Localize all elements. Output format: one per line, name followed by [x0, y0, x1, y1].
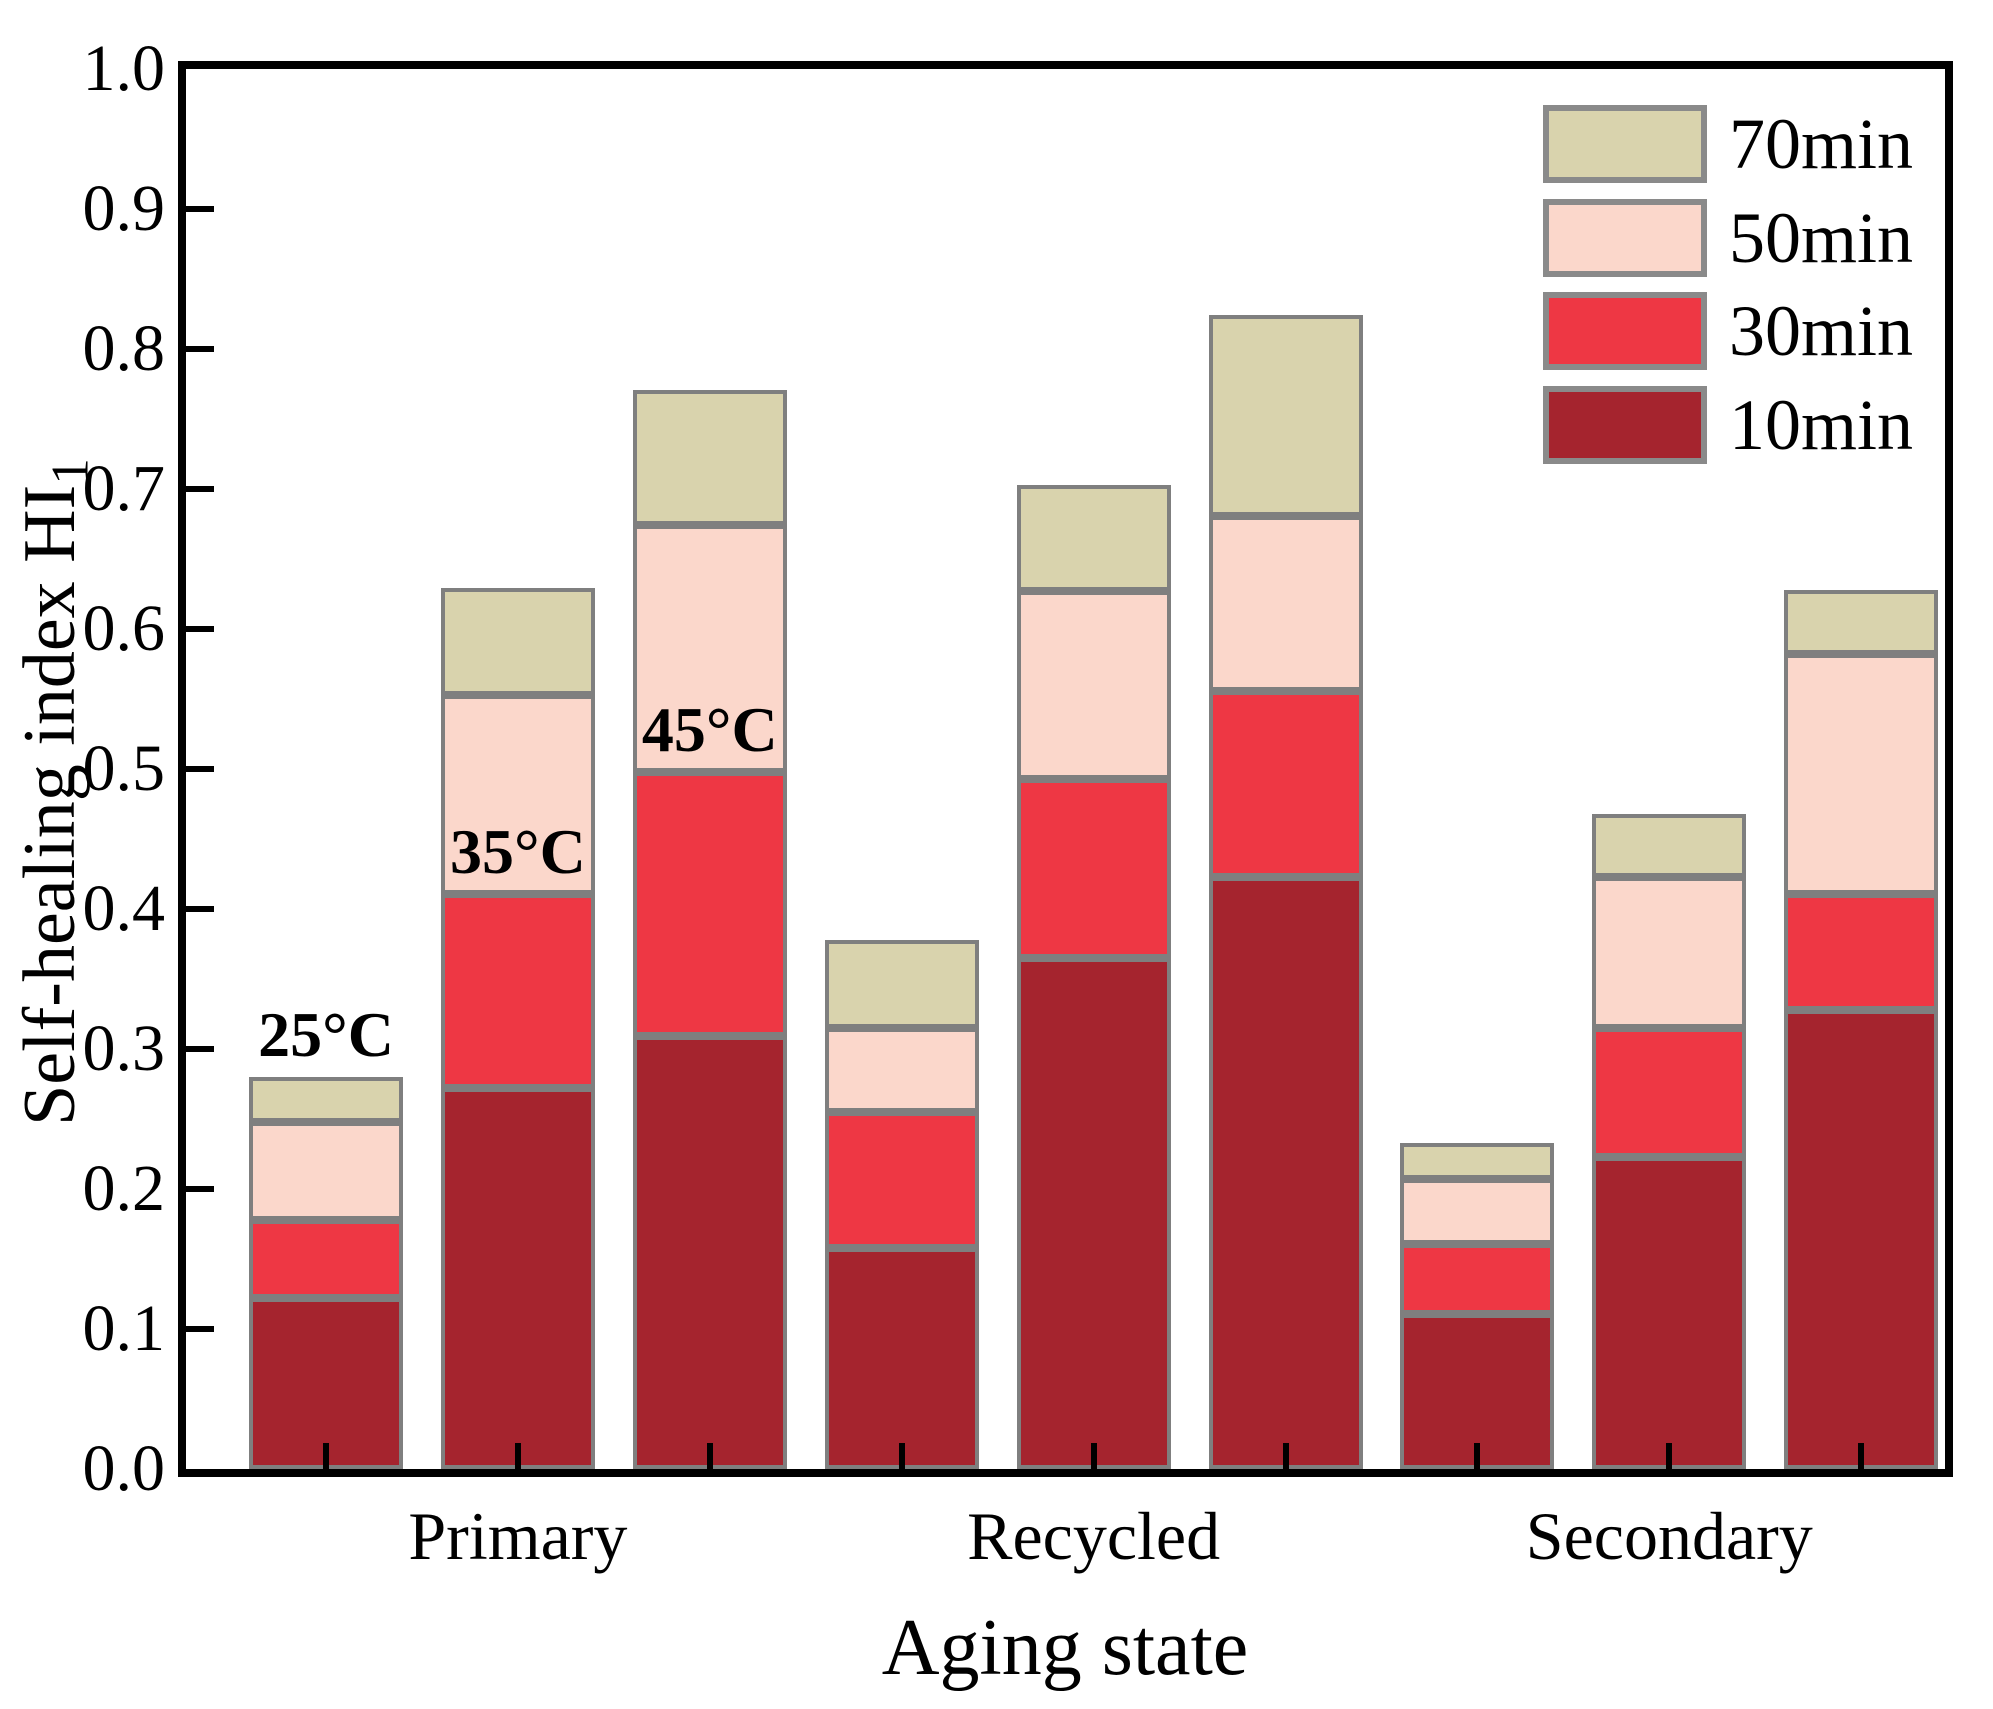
bar-segment-10min [1592, 1156, 1747, 1469]
y-tick-label: 0.5 [82, 732, 166, 805]
bar-segment-50min [1016, 591, 1171, 779]
y-tick-label: 0.9 [82, 172, 166, 245]
bar-segment-70min [1400, 1142, 1555, 1180]
legend-label: 50min [1729, 197, 1914, 278]
y-tick-mark [186, 1326, 214, 1332]
bar-segment-50min [1784, 654, 1939, 894]
bar-segment-50min [1400, 1179, 1555, 1244]
legend-row: 50min [1543, 197, 1943, 278]
y-tick-mark [186, 486, 214, 492]
bar-segment-30min [1784, 893, 1939, 1010]
bar-segment-70min [632, 389, 787, 526]
bar-segment-70min [1592, 813, 1747, 877]
legend-swatch-70min [1543, 105, 1707, 183]
y-tick-mark [186, 906, 214, 912]
temperature-annotation: 45°C [641, 693, 778, 765]
bar-segment-50min [249, 1121, 403, 1220]
y-tick-mark [186, 1186, 214, 1192]
legend-label: 70min [1729, 104, 1914, 184]
bar-segment-10min [632, 1036, 787, 1469]
x-tick-mark [323, 1443, 329, 1469]
legend-row: 30min [1543, 292, 1943, 370]
legend-label: 30min [1729, 291, 1914, 371]
y-tick-label: 0.4 [82, 872, 166, 945]
legend-swatch-10min [1543, 385, 1707, 464]
y-tick-label: 0.1 [82, 1292, 166, 1365]
x-group-label: Primary [408, 1498, 628, 1574]
bar-segment-50min [1592, 876, 1747, 1028]
y-axis-title-subscript: 1 [40, 458, 100, 485]
y-tick-label: 1.0 [82, 32, 166, 105]
bar-segment-30min [1208, 690, 1363, 877]
bar-segment-70min [1208, 315, 1363, 516]
legend-row: 70min [1543, 105, 1943, 183]
bar-segment-30min [249, 1219, 403, 1299]
y-tick-mark [186, 346, 214, 352]
y-tick-label: 0.8 [82, 312, 166, 385]
y-axis-title: Self-healing index HI1 [9, 458, 100, 1126]
legend-label: 10min [1729, 384, 1914, 465]
x-tick-mark [898, 1443, 905, 1469]
bar-segment-50min [1208, 515, 1363, 691]
y-tick-mark [186, 766, 214, 772]
x-tick-mark [1858, 1443, 1865, 1469]
x-tick-mark [1666, 1443, 1673, 1469]
y-tick-label: 0.6 [82, 592, 166, 665]
bar-segment-30min [1400, 1243, 1555, 1314]
bar-segment-10min [440, 1088, 595, 1469]
y-axis-title-main: Self-healing index HI [9, 484, 92, 1126]
x-tick-mark [706, 1443, 713, 1469]
legend-swatch-30min [1543, 292, 1707, 370]
bar-segment-10min [1784, 1009, 1939, 1469]
y-tick-mark [186, 626, 214, 632]
legend-row: 10min [1543, 384, 1943, 465]
bar-segment-70min [440, 588, 595, 695]
bar-segment-70min [249, 1077, 403, 1122]
x-tick-mark [1090, 1443, 1097, 1469]
bar-segment-50min [824, 1028, 979, 1112]
x-group-label: Secondary [1525, 1498, 1813, 1574]
bar-segment-10min [824, 1247, 979, 1469]
y-tick-label: 0.2 [82, 1152, 166, 1225]
x-tick-mark [1282, 1443, 1289, 1469]
y-tick-mark [186, 206, 214, 212]
bar-segment-30min [1016, 778, 1171, 958]
y-tick-label: 0.0 [82, 1432, 166, 1505]
y-tick-label: 0.3 [82, 1012, 166, 1085]
bar-segment-10min [249, 1298, 403, 1469]
temperature-annotation: 25°C [258, 999, 394, 1070]
plot-area: 25°C 35°C 45°C [186, 69, 1945, 1469]
x-group-label: Recycled [967, 1498, 1221, 1574]
bar-segment-50min [440, 694, 595, 894]
x-axis-title: Aging state [881, 1604, 1249, 1692]
y-tick-label: 0.7 [82, 452, 166, 525]
bar-segment-30min [632, 771, 787, 1037]
legend-swatch-50min [1543, 198, 1707, 277]
bar-segment-10min [1208, 876, 1363, 1469]
bar-segment-10min [1016, 958, 1171, 1469]
bar-segment-30min [440, 893, 595, 1089]
bar-segment-50min [632, 525, 787, 772]
y-tick-mark [186, 1046, 214, 1052]
bar-segment-70min [1784, 589, 1939, 655]
x-tick-mark [514, 1443, 521, 1469]
bar-segment-30min [1592, 1028, 1747, 1157]
temperature-annotation: 35°C [449, 815, 586, 887]
bar-segment-70min [1016, 484, 1171, 592]
bar-segment-30min [824, 1112, 979, 1248]
x-tick-mark [1474, 1443, 1481, 1469]
bar-segment-70min [824, 939, 979, 1028]
